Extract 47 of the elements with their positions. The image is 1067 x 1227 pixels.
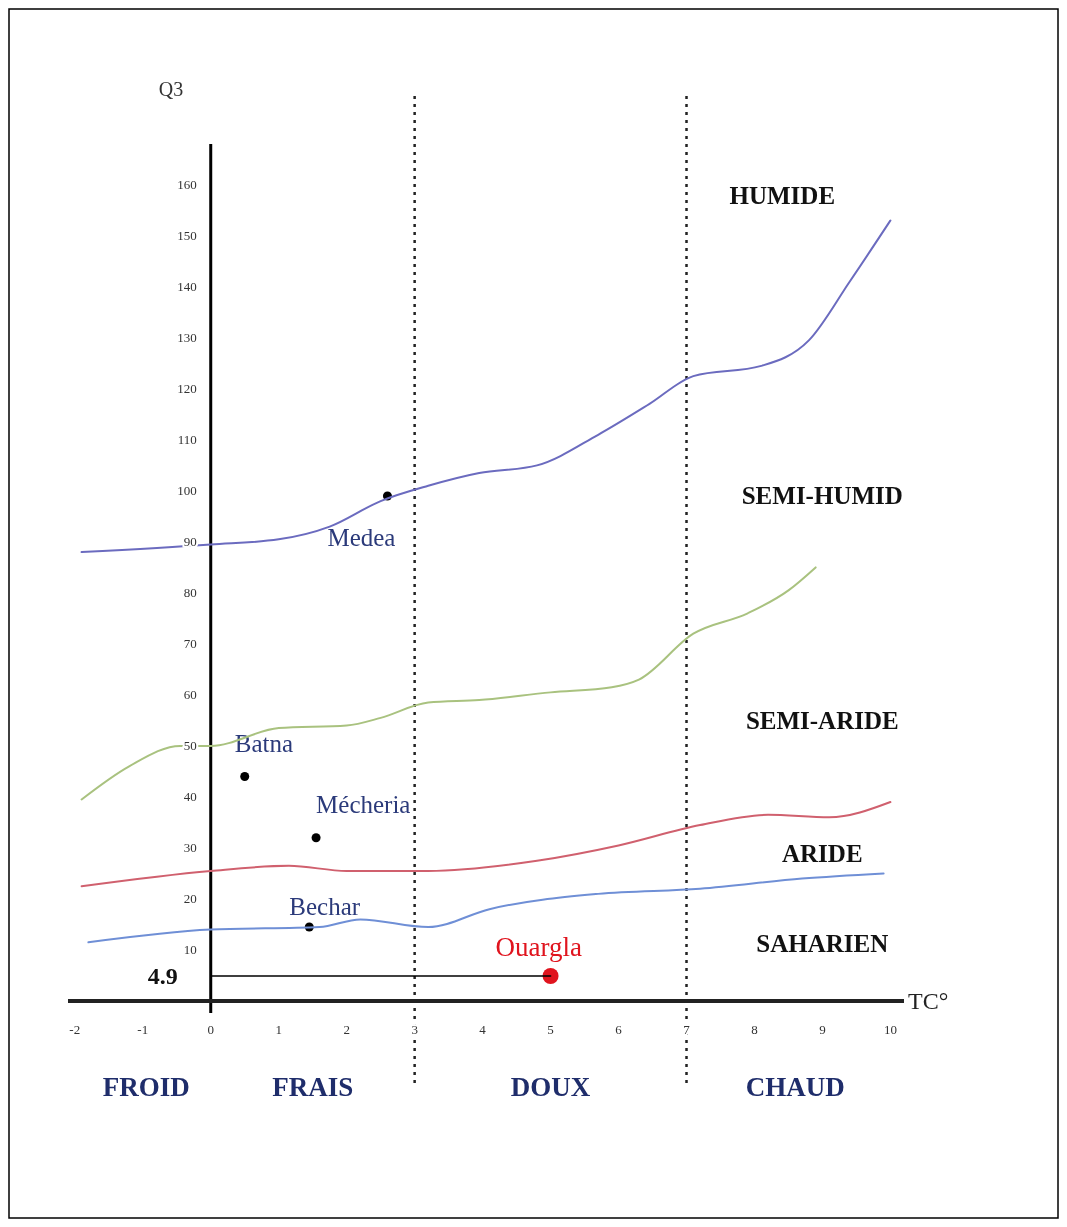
x-tick-label: 10 (883, 1021, 897, 1037)
y-tick-label: 110 (177, 432, 197, 448)
annotation: HUMIDE (729, 181, 836, 209)
x-tick-label: 4 (479, 1021, 487, 1037)
x-tick-label: 3 (411, 1021, 418, 1037)
x-tick-label: -2 (69, 1021, 81, 1037)
y-axis-title: Q3 (158, 78, 184, 100)
x-tick-label: 7 (683, 1021, 691, 1037)
point (311, 833, 321, 843)
text: CHAUD (745, 1072, 845, 1102)
text: FRAIS (272, 1072, 354, 1102)
annotation: 4.9 (147, 963, 178, 989)
point (542, 968, 559, 984)
y-tick-label: 30 (183, 840, 197, 856)
y-tick-label: 70 (183, 636, 197, 652)
y-tick-label: 100 (177, 483, 197, 499)
annotation: SEMI-HUMID (741, 482, 903, 510)
x-axis-title: TC° (908, 988, 949, 1014)
x-tick-label: 8 (751, 1021, 758, 1037)
y-tick-label: 60 (183, 687, 197, 703)
annotation: SAHARIEN (756, 930, 889, 958)
point (240, 772, 250, 782)
text: DOUX (510, 1072, 591, 1102)
y-tick-label: 40 (183, 789, 197, 805)
x-tick-label: 2 (343, 1021, 350, 1037)
y-tick-label: 80 (183, 585, 197, 601)
series-label: Ouargla (495, 932, 583, 962)
y-tick-label: 20 (183, 891, 197, 907)
x-tick-label: 6 (615, 1021, 623, 1037)
x-tick-label: -1 (137, 1021, 149, 1037)
x-tick-label: 5 (547, 1021, 554, 1037)
series-label: Medea (327, 523, 396, 551)
y-tick-label: 140 (177, 279, 197, 295)
annotation: SEMI-ARIDE (745, 707, 899, 735)
series-label: Bechar (289, 893, 361, 921)
y-tick-label: 130 (177, 330, 197, 346)
y-tick-label: 120 (177, 381, 197, 397)
text: FROID (102, 1072, 190, 1102)
annotation: ARIDE (782, 839, 863, 867)
series-label: Batna (234, 729, 294, 757)
x-tick-label: 0 (207, 1021, 214, 1037)
y-tick-label: 160 (177, 177, 197, 193)
x-tick-label: 1 (275, 1021, 282, 1037)
y-tick-label: 150 (177, 228, 197, 244)
series-label: Mécheria (316, 790, 411, 818)
y-tick-label: 10 (183, 942, 197, 958)
x-tick-label: 9 (819, 1021, 826, 1037)
